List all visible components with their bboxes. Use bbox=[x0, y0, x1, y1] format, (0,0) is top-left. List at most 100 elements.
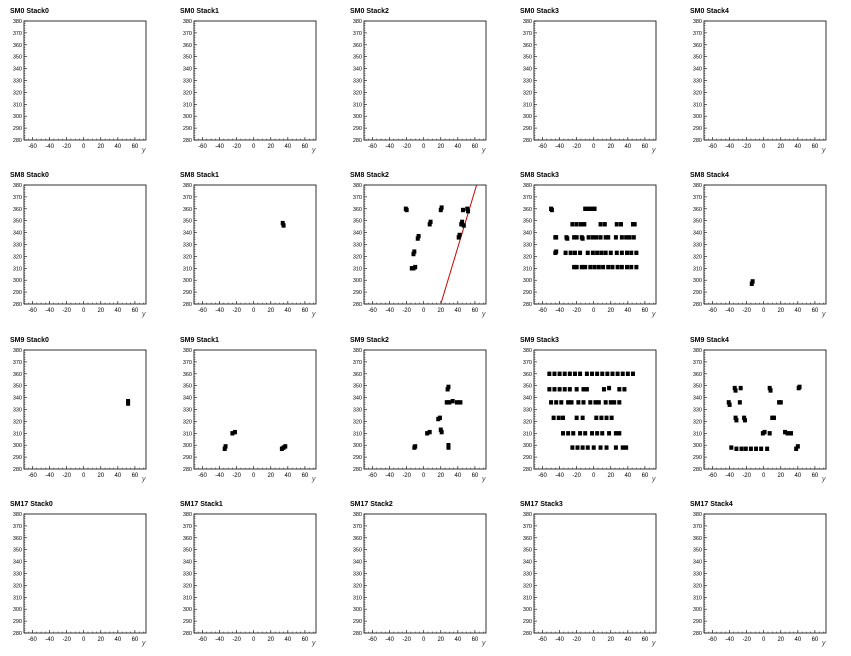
panel: SM17 Stack1 280 290 300 310 320 330 340 350 360 37… bbox=[180, 501, 317, 647]
y-tick-label: 370 bbox=[13, 360, 22, 366]
y-tick-label: 290 bbox=[353, 455, 362, 461]
plot-frame bbox=[703, 20, 827, 141]
panel-title: SM8 Stack2 bbox=[350, 172, 389, 179]
panel-title: SM0 Stack4 bbox=[690, 8, 729, 15]
x-tick-label: 40 bbox=[455, 637, 462, 643]
data-point bbox=[437, 415, 442, 421]
y-tick-label: 340 bbox=[523, 560, 532, 566]
data-point bbox=[460, 207, 465, 213]
y-tick-label: 300 bbox=[353, 114, 362, 120]
y-tick-label: 380 bbox=[353, 512, 362, 518]
y-tick-label: 330 bbox=[523, 572, 532, 578]
x-tick-label: 40 bbox=[795, 473, 802, 479]
data-point bbox=[601, 264, 606, 270]
x-tick-label: 20 bbox=[777, 637, 784, 643]
data-point bbox=[562, 387, 567, 392]
plot-frame bbox=[363, 184, 487, 305]
data-point bbox=[465, 206, 470, 211]
data-point bbox=[759, 446, 764, 451]
x-tick-label: 20 bbox=[607, 473, 614, 479]
x-tick-label: 20 bbox=[437, 637, 444, 643]
y-tick-label: 330 bbox=[353, 408, 362, 414]
y-tick-label: 300 bbox=[693, 114, 702, 120]
y-tick-label: 310 bbox=[353, 266, 362, 272]
y-tick-label: 310 bbox=[183, 266, 192, 272]
plot-frame bbox=[193, 184, 317, 305]
data-point bbox=[585, 250, 590, 256]
data-point bbox=[595, 250, 600, 256]
y-tick-label: 320 bbox=[13, 419, 22, 425]
data-point bbox=[624, 250, 629, 256]
data-point bbox=[595, 371, 600, 376]
data-point bbox=[600, 371, 605, 376]
x-tick-label: 0 bbox=[592, 473, 596, 479]
y-tick-label: 360 bbox=[183, 536, 192, 542]
data-point bbox=[552, 387, 557, 392]
y-tick-label: 300 bbox=[523, 114, 532, 120]
y-tick-label: 330 bbox=[693, 243, 702, 249]
data-point bbox=[562, 371, 567, 376]
data-point bbox=[466, 208, 471, 214]
y-tick-label: 370 bbox=[353, 195, 362, 201]
panel: SM17 Stack3 280 290 300 310 320 330 340 350 360 37… bbox=[520, 501, 657, 647]
data-point bbox=[634, 250, 639, 256]
data-point bbox=[583, 264, 588, 270]
data-point bbox=[613, 445, 618, 450]
x-tick-label: -40 bbox=[555, 308, 564, 314]
data-point bbox=[438, 207, 443, 213]
x-tick-label: 60 bbox=[302, 308, 309, 314]
x-tick-label: -60 bbox=[708, 308, 717, 314]
y-tick-label: 340 bbox=[183, 560, 192, 566]
data-point bbox=[610, 264, 615, 270]
x-tick-label: 40 bbox=[795, 308, 802, 314]
y-tick-label: 370 bbox=[523, 524, 532, 530]
x-tick-label: 40 bbox=[115, 308, 122, 314]
data-point bbox=[223, 444, 228, 449]
data-point bbox=[281, 223, 286, 228]
x-tick-label: 20 bbox=[437, 308, 444, 314]
panel-title: SM0 Stack2 bbox=[350, 8, 389, 15]
x-axis-label: y bbox=[481, 476, 486, 483]
y-tick-label: 300 bbox=[183, 607, 192, 613]
x-axis-label: y bbox=[821, 147, 826, 154]
x-tick-label: 20 bbox=[777, 144, 784, 150]
y-tick-label: 280 bbox=[353, 138, 362, 144]
data-point bbox=[615, 264, 620, 270]
y-tick-label: 290 bbox=[693, 455, 702, 461]
panel: SM9 Stack1 280 290 300 310 320 330 340 350 360 370… bbox=[180, 337, 317, 483]
y-tick-label: 320 bbox=[183, 90, 192, 96]
y-tick-label: 370 bbox=[13, 195, 22, 201]
y-tick-label: 360 bbox=[693, 536, 702, 542]
panel-title: SM8 Stack4 bbox=[690, 172, 729, 179]
data-point bbox=[785, 431, 790, 436]
y-tick-label: 280 bbox=[693, 467, 702, 473]
data-point bbox=[617, 400, 622, 405]
x-tick-label: -40 bbox=[45, 637, 54, 643]
data-point bbox=[450, 398, 455, 404]
y-tick-label: 350 bbox=[183, 55, 192, 61]
data-point bbox=[619, 222, 624, 227]
x-tick-label: -20 bbox=[742, 144, 751, 150]
y-tick-label: 330 bbox=[13, 243, 22, 249]
y-tick-label: 340 bbox=[353, 396, 362, 402]
y-tick-label: 380 bbox=[523, 183, 532, 189]
data-point bbox=[592, 264, 597, 270]
x-tick-label: 0 bbox=[592, 308, 596, 314]
y-tick-label: 300 bbox=[693, 278, 702, 284]
panel: SM8 Stack0 280 290 300 310 320 330 340 350 360 370… bbox=[10, 172, 147, 318]
y-tick-label: 290 bbox=[523, 619, 532, 625]
x-tick-label: 60 bbox=[642, 308, 649, 314]
y-tick-label: 330 bbox=[183, 79, 192, 85]
data-point bbox=[458, 400, 463, 405]
plot-frame bbox=[363, 349, 487, 470]
data-point bbox=[767, 385, 772, 391]
y-tick-label: 280 bbox=[353, 467, 362, 473]
y-tick-label: 320 bbox=[523, 583, 532, 589]
y-tick-label: 380 bbox=[693, 512, 702, 518]
data-point bbox=[614, 250, 619, 256]
data-point bbox=[578, 222, 583, 227]
data-point bbox=[607, 385, 612, 391]
y-tick-label: 300 bbox=[353, 607, 362, 613]
y-tick-label: 380 bbox=[13, 348, 22, 354]
plot-frame bbox=[363, 513, 487, 634]
